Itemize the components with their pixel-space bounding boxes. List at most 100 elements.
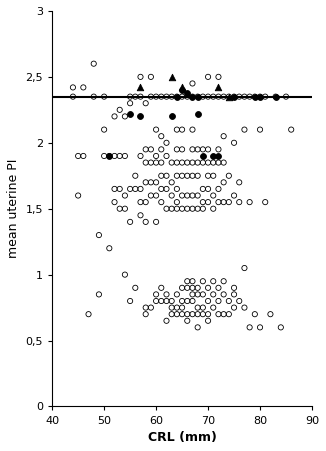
Point: [143, 100, 148, 107]
Point: [200, 278, 205, 285]
Point: [180, 146, 185, 153]
Point: [258, 93, 263, 100]
Point: [247, 93, 252, 100]
Point: [216, 152, 221, 160]
Point: [237, 297, 242, 304]
Point: [169, 192, 174, 199]
Point: [226, 93, 231, 100]
Point: [216, 297, 221, 304]
Point: [190, 205, 195, 212]
Point: [200, 146, 205, 153]
Point: [195, 304, 200, 311]
Point: [86, 311, 91, 318]
Point: [190, 297, 195, 304]
Point: [81, 84, 86, 91]
Point: [180, 93, 185, 100]
Point: [164, 297, 169, 304]
Point: [211, 278, 216, 285]
Point: [252, 311, 258, 318]
Point: [195, 291, 200, 298]
Point: [190, 146, 195, 153]
Point: [226, 172, 231, 179]
Point: [195, 93, 200, 100]
Point: [174, 304, 180, 311]
Point: [185, 311, 190, 318]
Point: [70, 93, 76, 100]
Point: [216, 84, 221, 91]
Point: [159, 93, 164, 100]
Point: [278, 324, 283, 331]
Point: [221, 278, 226, 285]
Point: [159, 297, 164, 304]
Point: [143, 311, 148, 318]
Point: [174, 205, 180, 212]
Point: [174, 198, 180, 206]
Point: [200, 304, 205, 311]
Point: [164, 172, 169, 179]
Point: [159, 172, 164, 179]
Point: [231, 304, 237, 311]
Point: [101, 126, 107, 133]
Point: [148, 146, 154, 153]
Point: [174, 93, 180, 100]
Point: [211, 205, 216, 212]
Point: [148, 179, 154, 186]
Point: [263, 198, 268, 206]
Point: [211, 304, 216, 311]
Point: [237, 179, 242, 186]
Point: [205, 185, 211, 193]
Point: [185, 297, 190, 304]
Point: [76, 152, 81, 160]
Point: [154, 152, 159, 160]
Point: [148, 304, 154, 311]
Point: [112, 152, 117, 160]
Point: [221, 291, 226, 298]
Point: [226, 297, 231, 304]
Point: [169, 205, 174, 212]
Point: [190, 80, 195, 87]
Point: [252, 93, 258, 100]
Point: [169, 311, 174, 318]
Point: [164, 205, 169, 212]
Point: [185, 93, 190, 100]
Point: [169, 113, 174, 120]
Point: [138, 198, 143, 206]
Point: [180, 87, 185, 94]
Point: [164, 139, 169, 147]
Point: [200, 152, 205, 160]
Point: [231, 139, 237, 147]
Point: [242, 93, 247, 100]
Point: [200, 198, 205, 206]
Point: [283, 93, 289, 100]
Point: [174, 185, 180, 193]
Point: [180, 284, 185, 291]
Point: [258, 324, 263, 331]
Point: [164, 291, 169, 298]
Point: [273, 93, 278, 100]
Point: [237, 198, 242, 206]
Point: [216, 146, 221, 153]
Point: [169, 179, 174, 186]
Point: [205, 172, 211, 179]
Point: [107, 152, 112, 160]
Point: [216, 73, 221, 80]
Point: [138, 93, 143, 100]
Point: [122, 152, 127, 160]
Point: [159, 198, 164, 206]
Point: [231, 192, 237, 199]
Point: [185, 284, 190, 291]
Point: [107, 152, 112, 160]
Point: [159, 159, 164, 166]
X-axis label: CRL (mm): CRL (mm): [148, 431, 216, 444]
Point: [101, 93, 107, 100]
Point: [205, 297, 211, 304]
Point: [226, 93, 231, 100]
Point: [195, 93, 200, 100]
Point: [221, 179, 226, 186]
Point: [180, 126, 185, 133]
Point: [174, 159, 180, 166]
Point: [154, 297, 159, 304]
Point: [180, 172, 185, 179]
Point: [107, 244, 112, 252]
Point: [221, 311, 226, 318]
